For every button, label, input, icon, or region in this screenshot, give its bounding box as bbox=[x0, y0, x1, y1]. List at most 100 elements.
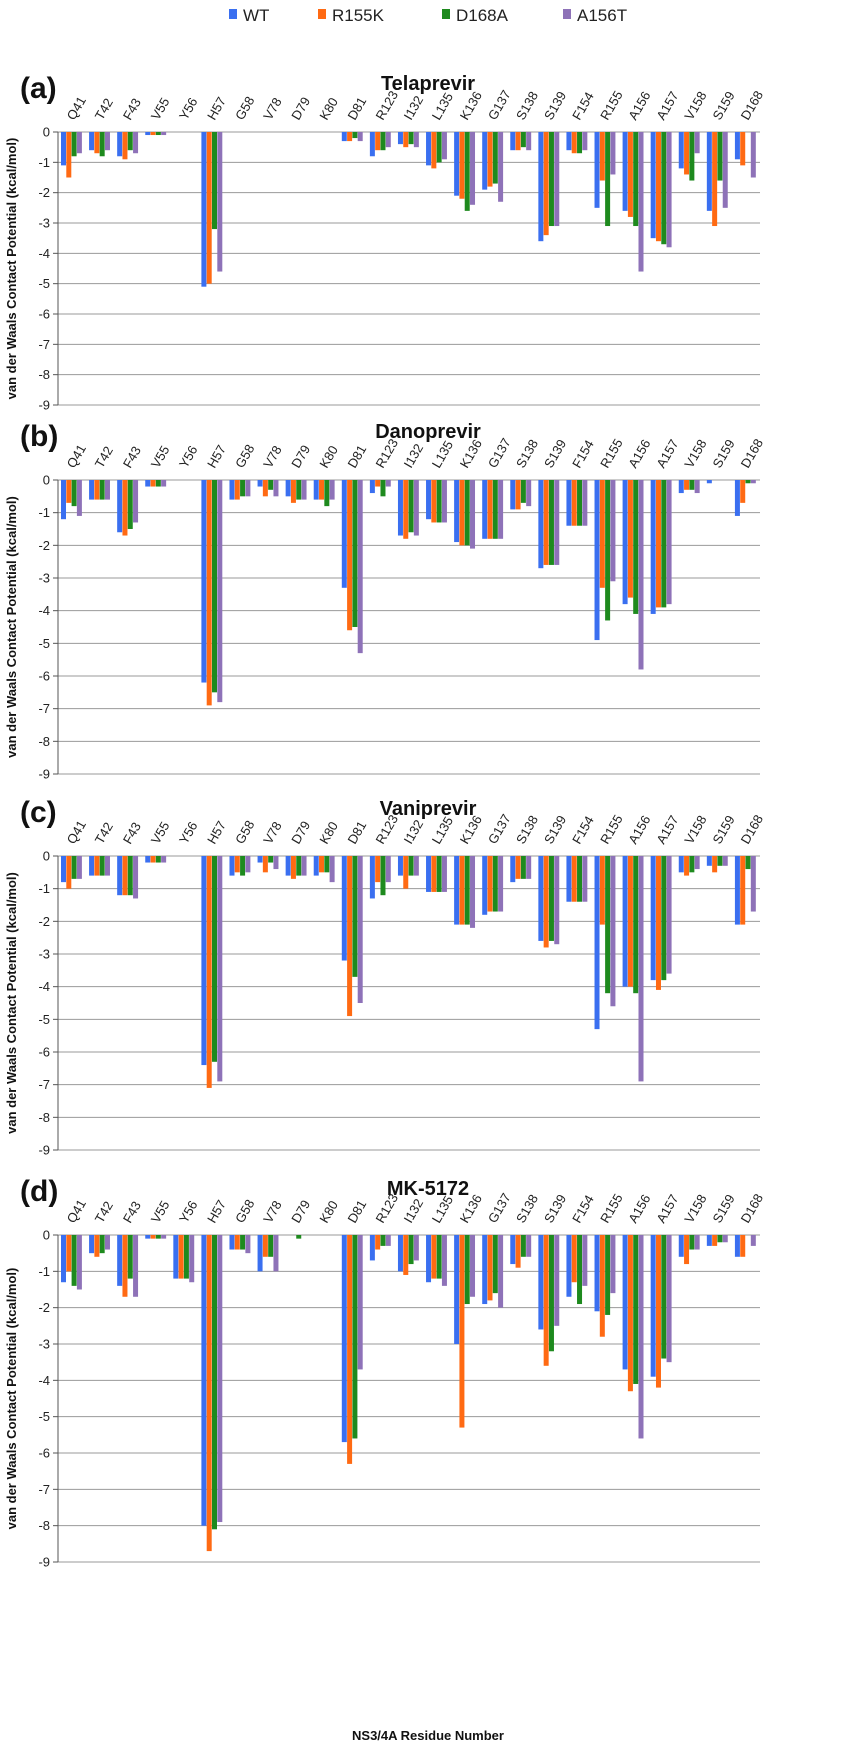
x-tick-label: A156 bbox=[625, 813, 653, 847]
bar-wt-q41 bbox=[61, 856, 66, 883]
bar-d168a-v78 bbox=[268, 856, 274, 863]
bar-a156t-l135 bbox=[441, 132, 447, 160]
bar-r155k-s159 bbox=[712, 132, 718, 227]
bar-wt-g58 bbox=[229, 480, 235, 500]
bar-a156t-f154 bbox=[582, 856, 588, 902]
panel-b: (b) Danoprevir 0 -1 -2 -3 -4 -5 -6 -7 -8 -9 Q41 T42 F4… bbox=[4, 420, 766, 782]
bar-d168a-a157 bbox=[661, 1235, 667, 1359]
bar-r155k-s139 bbox=[543, 856, 549, 948]
y-tick-label: -3 bbox=[38, 1337, 50, 1352]
bar-wt-s159 bbox=[706, 1235, 712, 1246]
bar-r155k-s139 bbox=[543, 1235, 549, 1366]
y-tick-label: -2 bbox=[38, 1300, 50, 1315]
x-tick-label: F43 bbox=[120, 96, 144, 123]
bar-d168a-d81 bbox=[352, 132, 358, 139]
bar-wt-l135 bbox=[426, 1235, 432, 1283]
x-axis-label: NS3/4A Residue Number bbox=[352, 1728, 504, 1743]
x-tick-label: V158 bbox=[681, 437, 709, 471]
y-tick-label: -8 bbox=[38, 1110, 50, 1125]
bar-r155k-a156 bbox=[627, 1235, 633, 1392]
bar-a156t-h57 bbox=[217, 856, 223, 1082]
bar-r155k-s159 bbox=[712, 856, 718, 873]
bar-r155k-l135 bbox=[431, 1235, 437, 1279]
bar-a156t-g58 bbox=[245, 480, 251, 497]
bar-wt-d79 bbox=[285, 480, 291, 497]
bar-r155k-g137 bbox=[487, 480, 493, 539]
bar-a156t-d168 bbox=[750, 132, 756, 178]
bar-a156t-f43 bbox=[133, 1235, 139, 1297]
x-tick-label: V55 bbox=[148, 443, 173, 471]
bar-d168a-k80 bbox=[324, 856, 330, 873]
x-tick-label: I132 bbox=[401, 93, 427, 122]
bar-d168a-q41 bbox=[71, 1235, 77, 1286]
x-tick-label: D81 bbox=[344, 818, 369, 846]
bar-r155k-s138 bbox=[515, 1235, 521, 1268]
bar-a156t-s139 bbox=[554, 480, 560, 565]
x-tick-label: S159 bbox=[709, 813, 737, 847]
bar-a156t-a156 bbox=[638, 480, 644, 670]
bar-wt-i132 bbox=[397, 132, 403, 145]
bar-wt-d81 bbox=[341, 856, 347, 961]
bar-wt-s138 bbox=[510, 132, 516, 151]
bar-r155k-d81 bbox=[347, 480, 353, 631]
bar-r155k-k80 bbox=[319, 480, 325, 500]
bar-r155k-k136 bbox=[459, 856, 465, 925]
legend-swatch-d168a bbox=[442, 9, 450, 19]
bar-d168a-r123 bbox=[380, 1235, 386, 1246]
x-tick-label: G58 bbox=[232, 1197, 257, 1226]
bar-a156t-s159 bbox=[722, 1235, 728, 1243]
bar-r155k-y56 bbox=[178, 1235, 184, 1279]
bar-d168a-g58 bbox=[240, 480, 246, 497]
bar-a156t-h57 bbox=[217, 1235, 223, 1523]
x-tick-label: D79 bbox=[288, 818, 313, 846]
bar-d168a-v158 bbox=[689, 856, 695, 873]
x-tick-label: F154 bbox=[569, 1192, 597, 1225]
chart-title: MK-5172 bbox=[387, 1178, 469, 1200]
bar-wt-v55 bbox=[145, 1235, 151, 1239]
bar-d168a-r123 bbox=[380, 856, 386, 896]
bar-a156t-s138 bbox=[526, 856, 532, 879]
bar-r155k-d81 bbox=[347, 1235, 353, 1464]
x-tick-label: V78 bbox=[260, 819, 285, 847]
bar-a156t-d81 bbox=[357, 132, 363, 142]
bar-r155k-f154 bbox=[571, 1235, 577, 1283]
bar-a156t-s159 bbox=[722, 132, 728, 208]
bar-d168a-q41 bbox=[71, 132, 77, 157]
x-tick-label: A156 bbox=[625, 1192, 653, 1226]
bar-r155k-g137 bbox=[487, 1235, 493, 1301]
bar-a156t-f43 bbox=[133, 480, 139, 523]
bar-a156t-s139 bbox=[554, 132, 560, 227]
bar-r155k-a156 bbox=[627, 856, 633, 987]
y-tick-label: -5 bbox=[38, 1012, 50, 1027]
bar-a156t-y56 bbox=[189, 1235, 195, 1283]
y-axis-label: van der Waals Contact Potential (kcal/mo… bbox=[4, 872, 19, 1134]
bar-d168a-d81 bbox=[352, 856, 358, 977]
bar-wt-r123 bbox=[369, 1235, 375, 1261]
panel-c: (c) Vaniprevir 0 -1 -2 -3 -4 -5 -6 -7 -8 -9 Q41 T42 F4… bbox=[4, 796, 766, 1158]
bar-wt-d81 bbox=[341, 132, 347, 142]
bar-a156t-v78 bbox=[273, 480, 279, 497]
bar-d168a-r123 bbox=[380, 132, 386, 151]
x-tick-label: T42 bbox=[92, 444, 116, 471]
bar-r155k-d168 bbox=[740, 480, 746, 503]
bar-d168a-d79 bbox=[296, 856, 302, 876]
x-tick-label: V78 bbox=[260, 1198, 285, 1226]
bar-r155k-f43 bbox=[122, 480, 128, 536]
bar-d168a-s139 bbox=[548, 856, 554, 941]
bar-a156t-r155 bbox=[610, 856, 616, 1007]
bar-a156t-g58 bbox=[245, 856, 251, 873]
bar-d168a-f43 bbox=[127, 480, 133, 529]
x-tick-label: Y56 bbox=[176, 443, 201, 471]
panel-d: (d) MK-5172 0 -1 -2 -3 -4 -5 -6 -7 -8 -9 Q41 T42 F43 V5… bbox=[4, 1175, 766, 1570]
y-axis-label: van der Waals Contact Potential (kcal/mo… bbox=[4, 496, 19, 758]
bar-a156t-k136 bbox=[470, 1235, 476, 1297]
bar-r155k-d168 bbox=[740, 132, 746, 166]
x-tick-label: G58 bbox=[232, 442, 257, 471]
x-tick-label: A156 bbox=[625, 437, 653, 471]
chart-title: Vaniprevir bbox=[380, 798, 477, 820]
bar-r155k-t42 bbox=[94, 480, 100, 500]
bar-wt-f154 bbox=[566, 480, 572, 526]
chart-title: Telaprevir bbox=[381, 73, 475, 95]
bar-a156t-a157 bbox=[666, 1235, 672, 1363]
